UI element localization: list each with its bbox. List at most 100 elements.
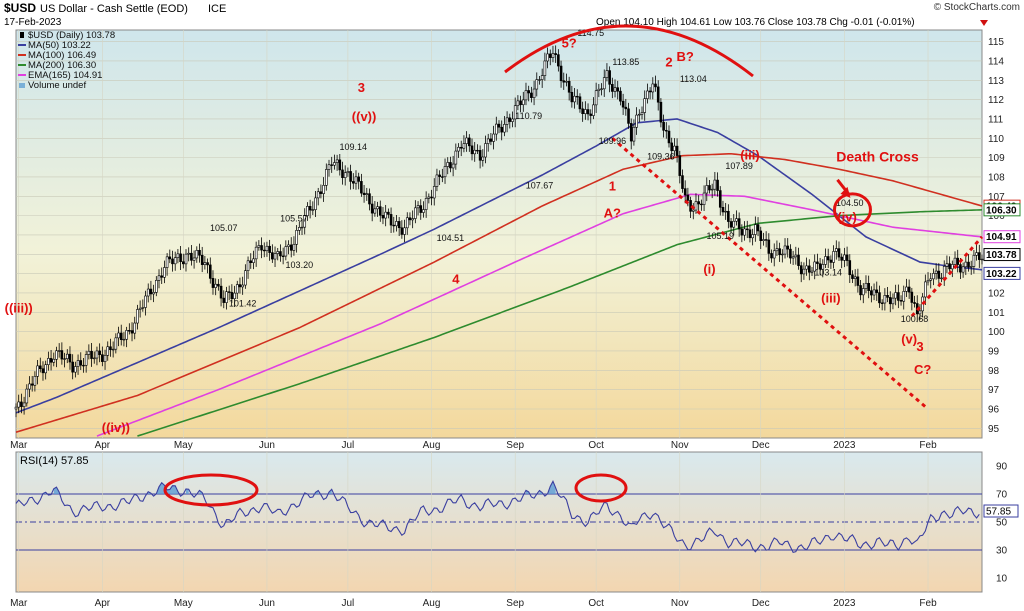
candle-body: [905, 286, 908, 292]
candle-body: [646, 90, 649, 99]
candle-body: [813, 261, 817, 272]
price-x-tick: Oct: [588, 440, 604, 451]
candle-body: [967, 261, 970, 268]
candle-body: [298, 227, 301, 231]
wave-label: (iii): [740, 148, 760, 163]
death-cross-circle: [832, 192, 872, 228]
rsi-x-tick: Apr: [95, 598, 111, 609]
candle-body: [20, 401, 23, 407]
candle-body: [198, 250, 201, 256]
candle-body: [834, 248, 838, 252]
candle-body: [762, 239, 765, 242]
candle-body: [562, 80, 566, 83]
price-gridlines: [16, 30, 982, 438]
candle-body: [90, 350, 93, 359]
candle-body: [751, 234, 754, 239]
candle-body: [737, 218, 741, 230]
candle-body: [373, 208, 377, 214]
last-value-text: 106.30: [986, 205, 1017, 216]
candle-body: [589, 113, 593, 116]
candle-body: [664, 129, 668, 132]
candle-body: [648, 90, 652, 93]
candle-body: [403, 227, 406, 235]
wave-label: (iii): [821, 291, 841, 306]
candle-body: [319, 191, 323, 194]
wave-label: ((iv)): [102, 420, 130, 435]
candle-body: [74, 366, 77, 373]
candle-body: [597, 88, 601, 92]
candle-body: [241, 284, 244, 288]
candle-body: [492, 133, 495, 142]
price-y-tick: 111: [988, 114, 1004, 125]
legend-item: $USD (Daily) 103.78: [28, 30, 115, 41]
ma-line-ma200: [137, 209, 983, 437]
candle-body: [926, 280, 930, 283]
candle-body: [468, 137, 471, 147]
last-value-text: 104.91: [986, 232, 1017, 243]
candle-body: [864, 282, 868, 289]
candle-body: [400, 227, 404, 235]
candle-body: [897, 292, 900, 301]
candle-body: [47, 358, 50, 365]
rsi-x-axis: Mar Apr May Jun Jul Aug Sep Oct Nov Dec 2023 Feb: [10, 598, 937, 609]
candle-body: [446, 162, 450, 167]
candle-body: [619, 90, 622, 102]
candle-body: [192, 257, 196, 261]
candle-body: [611, 83, 614, 92]
candle-body: [14, 406, 18, 410]
price-x-axis: Mar Apr May Jun Jul Aug Sep Oct Nov Dec 2023 Feb: [10, 440, 937, 451]
candle-body: [462, 143, 466, 149]
candle-body: [473, 149, 477, 155]
candle-body: [956, 257, 960, 265]
rsi-x-tick: Nov: [671, 598, 689, 609]
candle-body: [594, 90, 598, 106]
candle-body: [608, 70, 611, 85]
candle-body: [681, 175, 684, 189]
candle-body: [117, 332, 120, 339]
candle-body: [543, 60, 547, 76]
price-x-tick: Apr: [95, 440, 111, 451]
candle-body: [872, 289, 876, 296]
price-x-tick: 2023: [833, 440, 856, 451]
candle-body: [273, 253, 277, 260]
candle-body: [22, 402, 26, 407]
candle-body: [149, 288, 153, 295]
candle-body: [635, 114, 638, 128]
candle-body: [592, 104, 595, 116]
price-y-tick: 106: [988, 211, 1005, 222]
price-annotation: 101.42: [229, 299, 257, 309]
candle-body: [573, 95, 576, 103]
candle-body: [805, 265, 808, 270]
candle-body: [300, 226, 304, 229]
candle-body: [84, 354, 88, 366]
rsi-overbought-fill: [185, 489, 189, 494]
candle-body: [584, 109, 587, 115]
candle-body: [643, 98, 647, 113]
candle-body: [203, 262, 207, 265]
candle-body: [907, 286, 911, 293]
wave-label: 5?: [562, 35, 577, 50]
candle-body: [476, 149, 479, 152]
wave-label: (i): [703, 262, 715, 277]
candle-body: [424, 198, 428, 210]
rsi-x-tick: Mar: [10, 598, 28, 609]
top-arc: [504, 24, 754, 78]
rsi-x-tick: Jul: [341, 598, 354, 609]
candle-body: [516, 100, 520, 107]
candle-body: [211, 278, 215, 288]
candle-body: [295, 230, 298, 245]
candle-body: [721, 207, 725, 213]
candle-body: [797, 254, 800, 266]
rsi-label: RSI(14) 57.85: [20, 455, 88, 467]
price-annotation: 110.79: [515, 111, 542, 121]
candle-body: [602, 77, 606, 90]
rsi-overbought-fill: [53, 487, 60, 494]
candle-body: [530, 92, 533, 98]
candle-body: [276, 251, 280, 254]
candle-body: [265, 245, 269, 252]
price-y-tick: 112: [988, 95, 1004, 106]
candle-body: [146, 288, 150, 297]
candle-body: [343, 172, 347, 178]
rsi-x-tick: Aug: [423, 598, 441, 609]
